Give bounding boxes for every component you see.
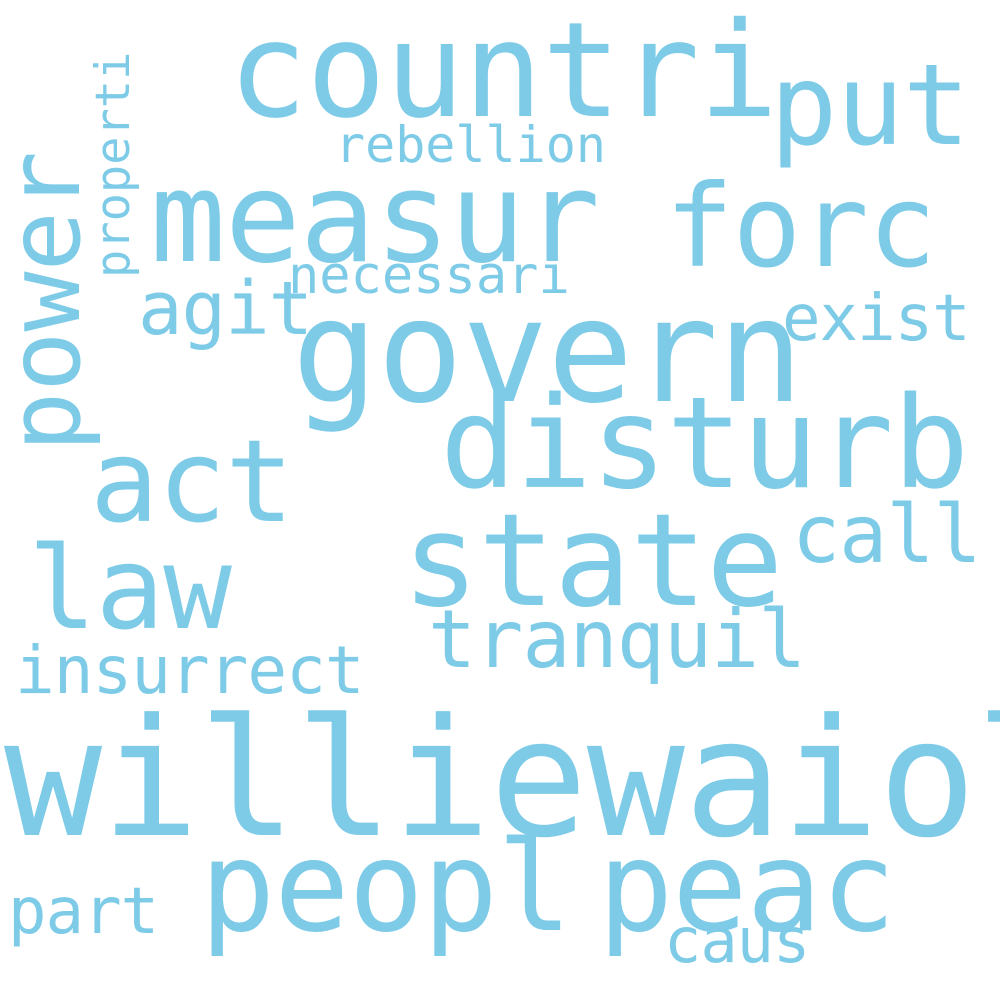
word-peac: peac: [598, 815, 896, 960]
word-govern: govern: [292, 268, 804, 435]
word-part: part: [8, 875, 159, 949]
word-tranquil: tranquil: [428, 593, 806, 686]
word-measur: measur: [150, 144, 600, 291]
word-state: state: [402, 487, 783, 636]
word-call: call: [792, 488, 982, 581]
word-peopl: peopl: [200, 815, 572, 960]
word-forc: forc: [665, 160, 937, 293]
word-insurrect: insurrect: [15, 632, 365, 709]
word-caus: caus: [664, 904, 810, 977]
word-power-vertical: power: [0, 150, 103, 452]
word-williewaiola: williewaiola: [4, 685, 1000, 874]
word-countri: countri: [228, 0, 778, 148]
word-put: put: [770, 41, 970, 171]
word-rebellion: rebellion: [335, 116, 606, 174]
word-exist: exist: [782, 282, 971, 356]
word-act: act: [90, 415, 294, 548]
word-agit: agit: [138, 266, 313, 352]
word-law: law: [28, 522, 232, 655]
word-necessari: necessari: [288, 246, 570, 306]
word-disturb: disturb: [440, 369, 969, 517]
